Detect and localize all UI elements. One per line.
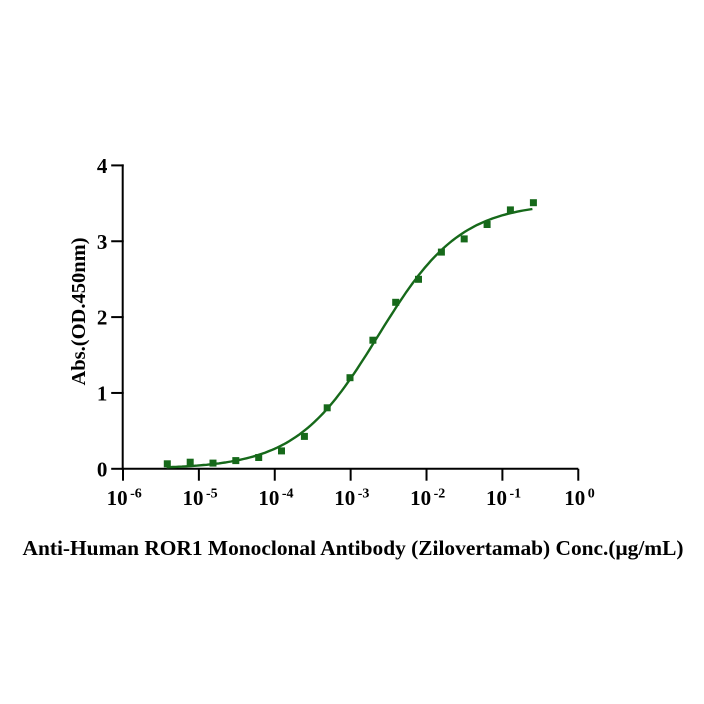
svg-text:3: 3 (97, 230, 108, 254)
svg-text:2: 2 (97, 306, 108, 330)
svg-text:4: 4 (97, 154, 108, 178)
svg-text:1: 1 (97, 381, 108, 405)
svg-text:0: 0 (97, 457, 108, 481)
svg-text:Abs.(OD.450nm): Abs.(OD.450nm) (68, 237, 90, 385)
svg-text:Anti-Human ROR1 Monoclonal Ant: Anti-Human ROR1 Monoclonal Antibody (Zil… (23, 536, 684, 560)
